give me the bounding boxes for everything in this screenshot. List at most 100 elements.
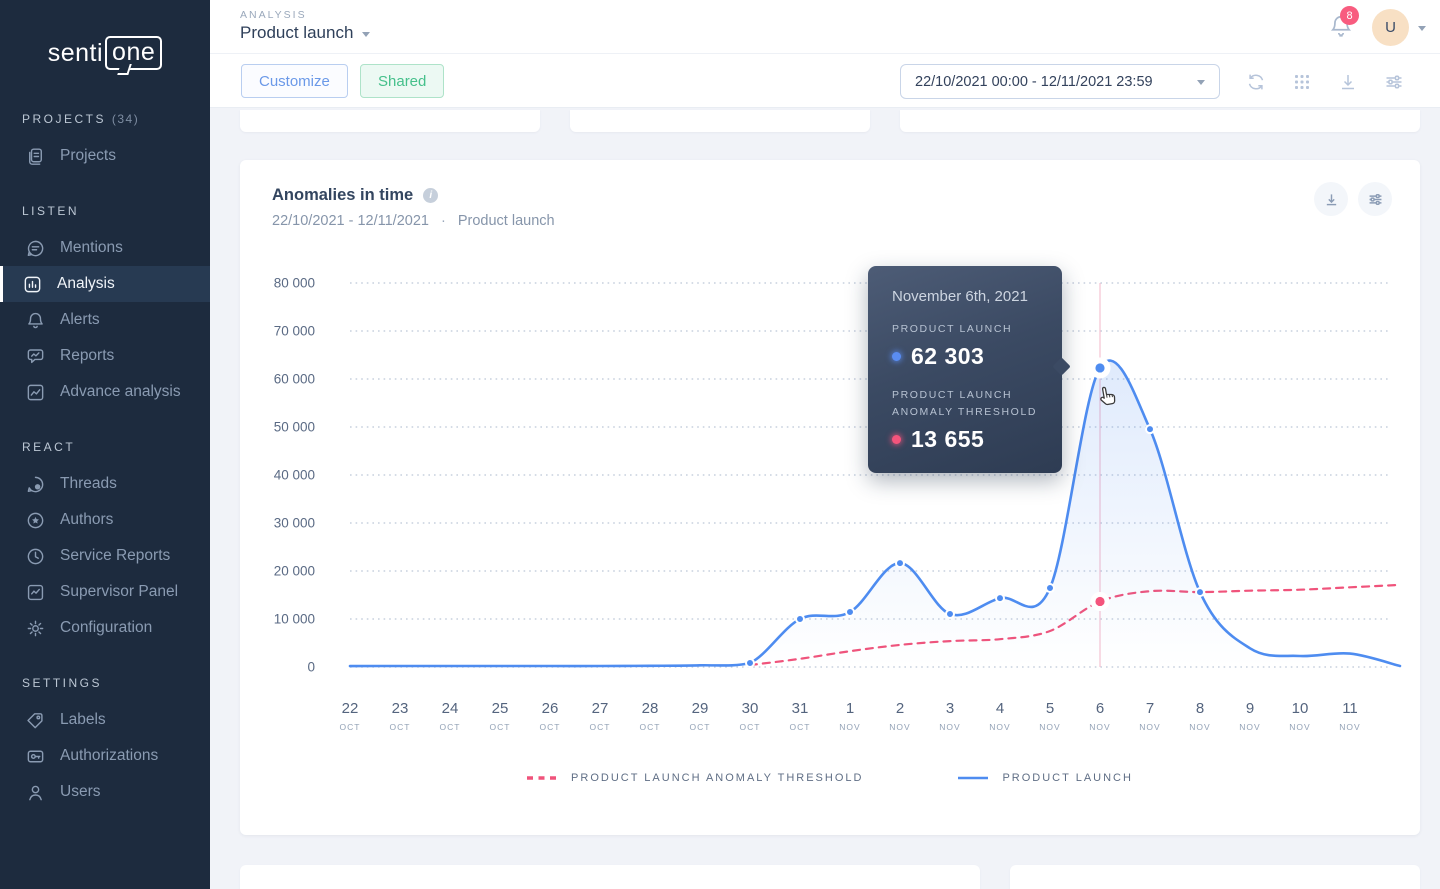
analysis-title-block: ANALYSIS Product launch [240,9,371,43]
dashboard-toolbar: Customize Shared 22/10/2021 00:00 - 12/1… [210,54,1440,108]
customize-button[interactable]: Customize [241,64,348,98]
sidebar-nav: PROJECTS (34) Projects LISTEN Mentions Analy… [0,112,210,810]
x-axis-day-label: 11 [1342,700,1358,717]
top-header: ANALYSIS Product launch 8 U [210,0,1440,54]
x-axis-month-label: OCT [690,722,711,732]
y-axis-tick-label: 70 000 [274,324,315,339]
data-point-marker[interactable] [1145,424,1155,435]
x-axis-day-label: 26 [542,700,559,717]
x-axis-day-label: 5 [1046,700,1054,717]
sidebar-item-authors[interactable]: Authors [0,502,210,538]
data-point-marker[interactable] [1045,583,1055,594]
chart-settings-button[interactable] [1358,182,1392,216]
x-axis-day-label: 6 [1096,700,1104,717]
data-point-marker[interactable] [945,608,955,619]
data-point-marker[interactable] [745,658,755,669]
mentions-icon [25,238,46,259]
x-axis-day-label: 10 [1292,700,1309,717]
chart-download-button[interactable] [1314,182,1348,216]
x-axis-month-label: OCT [540,722,561,732]
date-range-value: 22/10/2021 00:00 - 12/11/2021 23:59 [915,73,1153,90]
analysis-icon [22,274,43,295]
date-chevron-down-icon [1197,80,1205,85]
project-title-dropdown[interactable]: Product launch [240,23,371,43]
tooltip-blue-dot [892,352,901,362]
download-icon [1326,193,1336,205]
sidebar-item-labels[interactable]: Labels [0,702,210,738]
filters-sliders-icon[interactable] [1384,72,1404,92]
x-axis-day-label: 3 [946,700,954,717]
sidebar-item-analysis[interactable]: Analysis [0,266,210,302]
shared-button[interactable]: Shared [360,64,445,98]
sidebar-item-alerts[interactable]: Alerts [0,302,210,338]
x-axis-day-label: 1 [846,700,854,717]
notification-badge: 8 [1340,6,1359,25]
threads-icon [25,474,46,495]
avatar[interactable]: U [1372,8,1409,46]
data-point-marker[interactable] [995,593,1005,604]
data-point-marker[interactable] [845,607,855,618]
highlight-data-point[interactable] [1095,363,1105,373]
x-axis-day-label: 28 [642,700,659,717]
x-axis-month-label: NOV [1189,722,1210,732]
subtitle-separator: · [440,213,446,229]
x-axis-day-label: 30 [742,700,759,717]
date-range-select[interactable]: 22/10/2021 00:00 - 12/11/2021 23:59 [900,64,1220,99]
data-point-marker[interactable] [895,558,905,569]
x-axis-day-label: 2 [896,700,904,717]
y-axis-tick-label: 30 000 [274,516,315,531]
data-point-marker[interactable] [1195,587,1205,598]
labels-icon [25,710,46,731]
legend-item-product-launch[interactable]: PRODUCT LAUNCH [958,772,1132,784]
data-point-marker[interactable] [795,614,805,624]
download-icon[interactable] [1338,72,1358,92]
series-line-product-launch [348,359,1402,668]
content-area: Anomalies in time i 22/10/2021 - 12/11/2… [210,108,1440,889]
sidebar-item-reports[interactable]: Reports [0,338,210,374]
notifications-button[interactable]: 8 [1328,6,1359,41]
sidebar-item-supervisor-panel[interactable]: Supervisor Panel [0,574,210,610]
sidebar-item-authorizations[interactable]: Authorizations [0,738,210,774]
x-axis-day-label: 29 [692,700,709,717]
legend-item-product-launch-anomaly-threshold[interactable]: PRODUCT LAUNCH ANOMALY THRESHOLD [527,772,863,784]
sidebar-section-label-react: REACT [22,440,76,454]
x-axis-month-label: OCT [590,722,611,732]
sidebar-item-threads[interactable]: Threads [0,466,210,502]
sidebar-item-mentions[interactable]: Mentions [0,230,210,266]
x-axis-month-label: NOV [839,722,860,732]
tooltip-series2-label: PRODUCT LAUNCH ANOMALY THRESHOLD [892,389,1038,418]
chart-title: Anomalies in time [272,186,414,204]
x-axis-month-label: NOV [1339,722,1360,732]
highlight-data-point[interactable] [1095,596,1105,607]
sidebar-item-projects[interactable]: Projects [0,138,210,174]
reports-icon [25,346,46,367]
projects-icon [25,146,46,167]
x-axis-month-label: NOV [989,722,1010,732]
x-axis-month-label: NOV [1089,722,1110,732]
info-icon[interactable]: i [423,188,439,203]
sidebar-item-users[interactable]: Users [0,774,210,810]
x-axis-month-label: OCT [640,722,661,732]
account-chevron-down-icon[interactable] [1418,25,1426,31]
kpi-card-partial-3 [900,110,1420,132]
x-axis-day-label: 31 [792,700,809,717]
tooltip-series1-value: 62 303 [911,343,985,370]
alerts-icon [25,310,46,331]
sentione-logo: senti one [0,36,210,70]
anomalies-line-chart[interactable]: 80 000 70 000 60 000 50 000 40 000 30 000 20 0… [240,160,1420,835]
sidebar-item-service-reports[interactable]: Service Reports [0,538,210,574]
sidebar-section-label-projects: PROJECTS (34) [22,112,140,126]
refresh-icon[interactable] [1246,72,1266,92]
kpi-card-partial-2 [570,110,870,132]
sidebar-item-configuration[interactable]: Configuration [0,610,210,646]
y-axis-tick-label: 40 000 [274,468,315,483]
x-axis-day-label: 7 [1146,700,1154,717]
x-axis-day-label: 25 [492,700,509,717]
cursor-hand-icon [1100,386,1116,406]
supervisor-panel-icon [25,582,46,603]
sidebar-item-advance-analysis[interactable]: Advance analysis [0,374,210,410]
y-axis-tick-label: 50 000 [274,420,315,435]
legend-line-swatch [958,776,989,780]
x-axis-month-label: NOV [1139,722,1160,732]
grid-apps-icon[interactable] [1292,72,1312,92]
